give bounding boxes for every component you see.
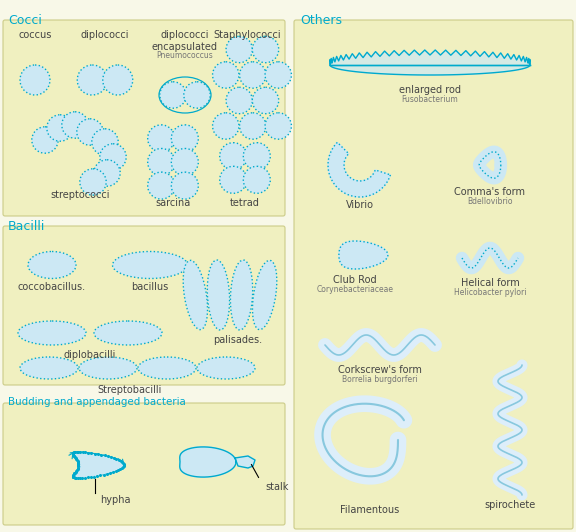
Ellipse shape — [112, 252, 188, 278]
Polygon shape — [180, 447, 236, 477]
Polygon shape — [235, 456, 255, 468]
Circle shape — [80, 169, 106, 195]
Text: diplococci
encapsulated: diplococci encapsulated — [152, 30, 218, 52]
Text: Vibrio: Vibrio — [346, 200, 374, 210]
Text: Club Rod: Club Rod — [333, 275, 377, 285]
FancyBboxPatch shape — [3, 20, 285, 216]
Circle shape — [100, 144, 126, 170]
Ellipse shape — [28, 252, 76, 278]
Text: diplobacilli: diplobacilli — [64, 350, 116, 360]
Circle shape — [226, 87, 252, 114]
Circle shape — [62, 112, 88, 138]
Text: Pneumococcus: Pneumococcus — [157, 51, 213, 60]
Circle shape — [147, 125, 175, 152]
FancyBboxPatch shape — [3, 403, 285, 525]
Circle shape — [213, 62, 239, 88]
Circle shape — [226, 36, 252, 63]
Text: coccus: coccus — [18, 30, 52, 40]
Text: Budding and appendaged bacteria: Budding and appendaged bacteria — [8, 397, 185, 407]
Circle shape — [20, 65, 50, 95]
Text: diplococci: diplococci — [81, 30, 129, 40]
Text: Bdellovibrio: Bdellovibrio — [467, 197, 513, 206]
Ellipse shape — [183, 260, 207, 330]
Polygon shape — [73, 452, 124, 478]
Ellipse shape — [20, 357, 78, 379]
Text: Staphylococci: Staphylococci — [213, 30, 281, 40]
Circle shape — [219, 143, 247, 170]
Ellipse shape — [94, 321, 162, 345]
Text: Filamentous: Filamentous — [340, 505, 400, 515]
Circle shape — [184, 82, 210, 108]
Circle shape — [47, 115, 73, 141]
Circle shape — [171, 125, 198, 152]
Text: Borrelia burgdorferi: Borrelia burgdorferi — [342, 375, 418, 384]
Circle shape — [219, 167, 247, 193]
Text: Corkscrew's form: Corkscrew's form — [338, 365, 422, 375]
Circle shape — [103, 65, 132, 95]
Polygon shape — [339, 241, 388, 269]
Text: Others: Others — [300, 14, 342, 27]
FancyBboxPatch shape — [3, 226, 285, 385]
Circle shape — [92, 129, 118, 155]
Circle shape — [265, 113, 291, 139]
Ellipse shape — [138, 357, 196, 379]
Text: Comma's form: Comma's form — [454, 187, 525, 197]
Circle shape — [240, 62, 266, 88]
Polygon shape — [330, 50, 530, 75]
Text: Streptobacilli: Streptobacilli — [98, 385, 162, 395]
Circle shape — [77, 119, 103, 145]
Text: bacillus: bacillus — [131, 282, 169, 292]
Circle shape — [32, 127, 58, 153]
Text: streptococci: streptococci — [50, 190, 110, 200]
Circle shape — [252, 87, 279, 114]
Circle shape — [252, 36, 279, 63]
Circle shape — [213, 113, 239, 139]
Circle shape — [147, 148, 175, 176]
Text: palisades.: palisades. — [214, 335, 263, 345]
Circle shape — [265, 62, 291, 88]
Text: Bacilli: Bacilli — [8, 220, 46, 233]
Text: hypha: hypha — [100, 495, 131, 505]
Ellipse shape — [252, 260, 277, 330]
Circle shape — [171, 148, 198, 176]
Ellipse shape — [207, 260, 230, 330]
Circle shape — [160, 82, 186, 108]
Text: enlarged rod: enlarged rod — [399, 85, 461, 95]
Ellipse shape — [197, 357, 255, 379]
Circle shape — [147, 172, 175, 199]
Ellipse shape — [79, 357, 137, 379]
Ellipse shape — [230, 260, 253, 330]
Text: tetrad: tetrad — [230, 198, 260, 208]
Text: stalk: stalk — [265, 482, 289, 492]
FancyBboxPatch shape — [294, 20, 573, 529]
Polygon shape — [328, 143, 391, 197]
Text: Helical form: Helical form — [461, 278, 520, 288]
Text: Fusobacterium: Fusobacterium — [401, 95, 458, 104]
Text: Corynebacteriaceae: Corynebacteriaceae — [316, 285, 393, 294]
Ellipse shape — [18, 321, 86, 345]
Text: sarcina: sarcina — [156, 198, 191, 208]
Text: Helicobacter pylori: Helicobacter pylori — [454, 288, 526, 297]
Circle shape — [243, 167, 270, 193]
Circle shape — [243, 143, 270, 170]
Circle shape — [77, 65, 107, 95]
Circle shape — [94, 160, 120, 186]
Circle shape — [171, 172, 198, 199]
Text: spirochete: spirochete — [484, 500, 536, 510]
Circle shape — [240, 113, 266, 139]
Text: coccobacillus.: coccobacillus. — [18, 282, 86, 292]
Text: Cocci: Cocci — [8, 14, 42, 27]
